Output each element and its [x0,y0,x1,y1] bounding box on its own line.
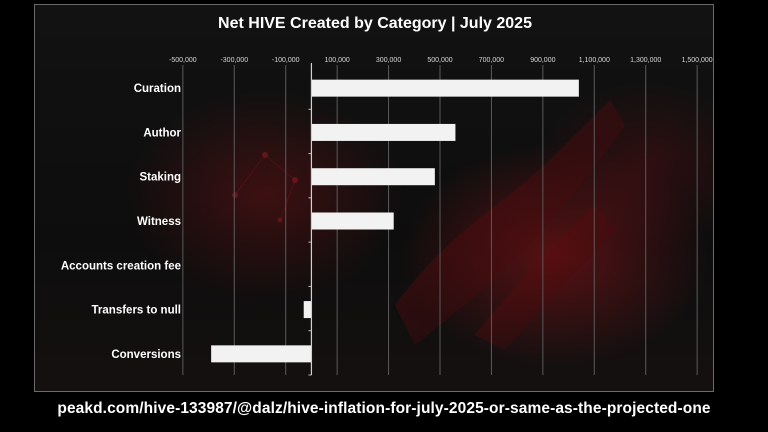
category-label: Transfers to null [92,305,181,317]
bar-chart: -500,000 -300,000 -100,000 100,000 300,000 50… [61,57,713,376]
category-label: Witness [137,216,181,228]
x-axis-ticks: -500,000 -300,000 -100,000 100,000 300,000 50… [169,57,713,64]
x-tick-label: 500,000 [427,57,452,64]
x-tick-label: 700,000 [479,57,504,64]
x-tick-label: 100,000 [324,57,349,64]
chart-title: Net HIVE Created by Category | July 2025 [218,15,532,32]
bar [303,301,312,319]
gridlines [182,65,698,375]
bars [211,79,579,376]
source-url: peakd.com/hive-133987/@dalz/hive-inflati… [57,400,711,417]
x-tick-label: 1,500,000 [682,57,713,64]
bar [311,168,435,186]
x-tick-label: 900,000 [530,57,555,64]
category-label: Curation [134,83,181,95]
bar [311,212,394,230]
x-tick-label: 1,100,000 [579,57,610,64]
category-label: Accounts creation fee [61,260,181,272]
bar [211,345,312,363]
category-label: Staking [139,172,181,184]
background-decoration [232,100,625,350]
x-tick-label: 1,300,000 [630,57,661,64]
bar [311,123,456,141]
x-tick-label: 300,000 [376,57,401,64]
category-label: Conversions [111,349,181,361]
x-tick-label: -300,000 [220,57,248,64]
category-labels: Curation Author Staking Witness Accounts cre… [61,83,182,361]
category-label: Author [143,127,181,139]
chart-frame: Net HIVE Created by Category | July 2025… [34,4,714,392]
x-tick-label: -500,000 [169,57,197,64]
bar [311,79,579,97]
x-tick-label: -100,000 [272,57,300,64]
